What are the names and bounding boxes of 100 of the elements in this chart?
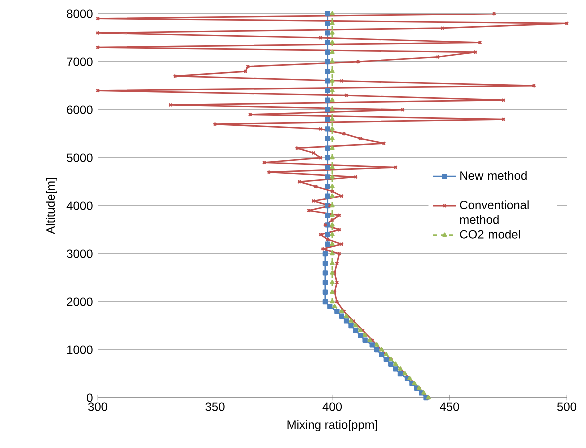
point <box>330 290 335 294</box>
point <box>325 164 330 170</box>
y-tick-label: 1000 <box>68 346 93 354</box>
x-tick-label: 350 <box>206 402 225 412</box>
point <box>330 146 335 150</box>
y-tick-label: 4000 <box>66 202 93 210</box>
point <box>330 11 335 16</box>
point <box>322 260 328 266</box>
x-tick-label: 500 <box>557 402 577 412</box>
point <box>330 88 335 92</box>
point <box>330 280 335 284</box>
point <box>393 362 398 366</box>
point <box>325 232 330 238</box>
point <box>330 260 335 266</box>
point <box>325 212 330 218</box>
point <box>398 371 404 377</box>
point <box>325 78 330 84</box>
point <box>379 352 384 358</box>
point <box>325 59 330 65</box>
point <box>322 299 328 305</box>
point <box>325 50 330 56</box>
point <box>330 184 335 188</box>
point <box>348 318 354 323</box>
point <box>362 332 368 338</box>
point <box>330 50 335 54</box>
point <box>330 251 335 256</box>
point <box>330 232 335 236</box>
y-tick-label: 5000 <box>67 154 93 162</box>
point <box>330 40 335 44</box>
point <box>325 242 330 247</box>
y-tick-label: 2000 <box>67 298 93 306</box>
point <box>330 174 335 179</box>
point <box>330 212 335 218</box>
legend-label: New method <box>460 171 527 180</box>
point <box>330 30 335 35</box>
point <box>358 328 363 332</box>
point <box>325 184 330 190</box>
point <box>402 371 408 376</box>
point <box>325 174 330 180</box>
point <box>330 222 335 227</box>
point <box>330 194 335 198</box>
point <box>358 332 364 338</box>
y-axis-title: Altitude[m] <box>46 178 58 234</box>
point <box>325 40 330 46</box>
legend-label: Conventional method <box>460 200 529 224</box>
x-tick-label: 300 <box>88 402 108 412</box>
point <box>388 362 394 367</box>
x-tick-label: 450 <box>440 402 460 412</box>
point <box>330 117 335 122</box>
point <box>325 11 330 17</box>
point <box>368 338 372 342</box>
y-tick-label: 6000 <box>67 106 93 114</box>
point <box>322 270 328 276</box>
y-tick-label: 3000 <box>67 250 93 258</box>
point <box>330 126 335 131</box>
y-tick-label: 8000 <box>67 10 93 18</box>
point <box>325 21 330 26</box>
point <box>325 126 330 132</box>
point <box>374 342 380 347</box>
point <box>325 146 330 151</box>
point <box>325 107 330 113</box>
point <box>348 323 354 329</box>
point <box>422 390 426 395</box>
point <box>344 314 349 318</box>
point <box>325 136 330 142</box>
point <box>330 98 335 102</box>
point <box>353 328 359 334</box>
point <box>384 356 390 362</box>
point <box>354 323 358 328</box>
point <box>330 270 335 275</box>
point <box>330 155 335 160</box>
point <box>325 98 330 103</box>
y-tick-label: 0 <box>87 394 93 402</box>
point <box>330 136 335 140</box>
point <box>330 299 335 304</box>
point <box>322 280 328 286</box>
point <box>325 117 330 122</box>
x-tick-label: 400 <box>322 402 342 412</box>
point <box>325 88 330 94</box>
point <box>332 304 338 308</box>
point <box>322 251 328 257</box>
point <box>330 164 335 170</box>
point <box>330 21 335 26</box>
point <box>330 78 335 83</box>
point <box>334 308 340 314</box>
point <box>412 380 417 386</box>
point <box>393 366 398 372</box>
point <box>322 290 328 295</box>
point <box>330 203 335 208</box>
point <box>330 242 335 246</box>
point <box>325 194 330 199</box>
point <box>340 308 344 314</box>
legend-label: CO2 model <box>460 230 520 239</box>
point <box>325 30 330 36</box>
point <box>384 352 389 356</box>
point <box>330 107 335 112</box>
x-axis-title: Mixing ratio[ppm] <box>288 420 378 432</box>
y-tick-label: 7000 <box>67 58 93 66</box>
point <box>328 304 333 310</box>
point <box>330 59 335 64</box>
